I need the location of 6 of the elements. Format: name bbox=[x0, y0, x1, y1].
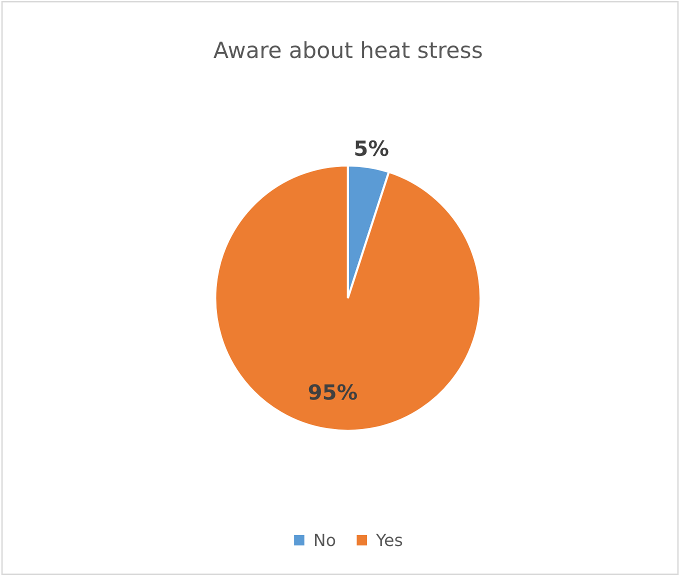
chart-title: Aware about heat stress bbox=[214, 41, 482, 58]
data-label: 95% bbox=[308, 384, 358, 400]
legend-label: No bbox=[315, 534, 336, 546]
pie-slice bbox=[214, 164, 482, 432]
legend-label: Yes bbox=[376, 534, 402, 546]
data-label: 5% bbox=[355, 140, 388, 156]
